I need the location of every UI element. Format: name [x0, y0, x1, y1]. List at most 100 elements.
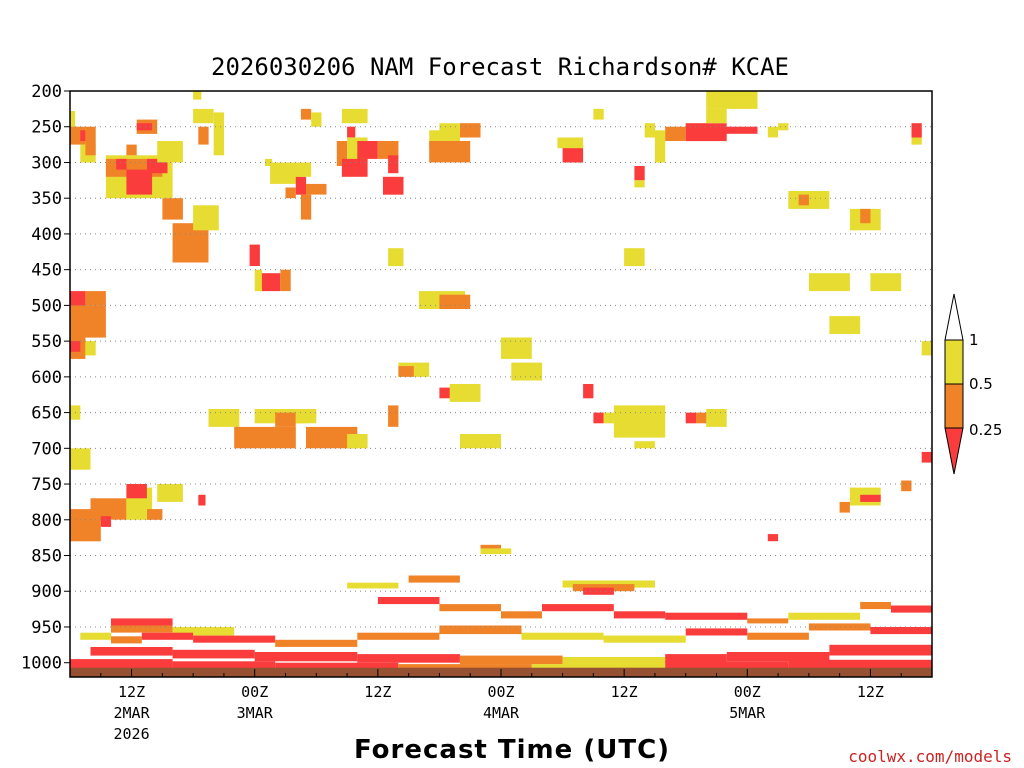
heatmap-cell: [860, 602, 891, 610]
heatmap-cell: [593, 108, 604, 120]
heatmap-cell: [798, 194, 809, 206]
heatmap-cell: [100, 516, 112, 527]
heatmap-cell: [542, 604, 614, 612]
heatmap-cell: [295, 176, 307, 195]
heatmap-cell: [613, 405, 666, 438]
heatmap-cell: [460, 655, 563, 665]
x-tick-label: 12Z: [118, 683, 145, 701]
heatmap-cell: [111, 636, 142, 644]
heatmap-cell: [377, 141, 399, 159]
heatmap-cell: [921, 451, 932, 463]
heatmap-cell: [157, 141, 183, 163]
heatmap-cell: [593, 412, 604, 424]
heatmap-cell: [839, 501, 850, 513]
heatmap-cell: [439, 387, 460, 399]
heatmap-cell: [644, 123, 655, 138]
y-tick-label: 400: [31, 225, 62, 245]
x-tick-label: 12Z: [857, 683, 884, 701]
heatmap-cell: [70, 659, 173, 669]
heatmap-cell: [85, 291, 106, 306]
heatmap-cell: [665, 126, 686, 141]
heatmap-cell: [870, 627, 932, 635]
heatmap-cell: [357, 632, 440, 640]
heatmap-cell: [388, 248, 404, 267]
heatmap-cell: [860, 494, 881, 502]
heatmap-cell: [726, 652, 830, 662]
heatmap-cell: [665, 612, 748, 620]
heatmap-cell: [562, 144, 584, 163]
heatmap-cell: [193, 91, 202, 100]
y-tick-label: 500: [31, 296, 62, 316]
heatmap-cell: [808, 273, 850, 292]
colorbar-yellow: [944, 339, 964, 385]
y-axis-ticks: 200 250 300 350 400 450 500 550 600 650 700 750 800 8…: [21, 82, 70, 674]
heatmap-cell: [706, 91, 758, 109]
heatmap-cell: [193, 205, 219, 231]
heatmap-cell: [300, 194, 312, 220]
heatmap-cell: [562, 657, 666, 666]
y-tick-label: 950: [31, 618, 62, 638]
heatmap-cell: [829, 644, 932, 656]
heatmap-cell: [70, 341, 81, 352]
heatmap-cell: [634, 441, 655, 449]
heatmap-cell: [90, 498, 127, 520]
heatmap-cell: [300, 108, 312, 120]
heatmap-cell: [341, 108, 368, 124]
heatmap-cell: [449, 384, 481, 402]
heatmap-cell: [162, 198, 183, 220]
heatmap-cell: [747, 618, 789, 624]
heatmap-cell: [583, 587, 614, 595]
heatmap-cell: [891, 605, 932, 613]
x-tick-date: 4MAR: [483, 704, 520, 722]
heatmap-cell: [531, 664, 666, 670]
heatmap-cell: [259, 273, 281, 292]
heatmap-cell: [716, 126, 758, 134]
heatmap-cell: [126, 169, 153, 195]
heatmap-cell: [347, 434, 368, 449]
heatmap-cell: [562, 580, 655, 588]
heatmap-cell: [280, 269, 291, 292]
heatmap-cell: [460, 123, 481, 138]
heatmap-cell: [398, 664, 532, 670]
heatmap-cell: [408, 575, 460, 583]
heatmap-cell: [285, 187, 296, 199]
x-tick-label: 00Z: [734, 683, 761, 701]
heatmap-cell: [147, 509, 163, 520]
heatmap-cell: [747, 632, 809, 640]
heatmap-cell: [911, 137, 922, 145]
heatmap-cell: [70, 448, 91, 470]
heatmap-cell: [654, 130, 666, 163]
heatmap-cell: [870, 273, 902, 292]
heatmap-cell: [111, 618, 173, 626]
heatmap-cell: [275, 412, 296, 427]
heatmap-cell: [208, 409, 240, 427]
heatmap-cell: [341, 158, 368, 177]
heatmap-cell: [439, 604, 501, 612]
heatmap-cells: [70, 91, 932, 670]
heatmap-cell: [172, 661, 276, 670]
heatmap-cell: [198, 126, 209, 145]
heatmap-cell: [85, 341, 96, 356]
y-tick-label: 900: [31, 582, 62, 602]
heatmap-cell: [295, 409, 317, 424]
heatmap-cell: [80, 632, 112, 640]
heatmap-cell: [603, 635, 686, 643]
heatmap-cell: [572, 584, 635, 592]
heatmap-cell: [254, 269, 262, 292]
heatmap-cell: [275, 639, 358, 647]
heatmap-cell: [860, 208, 871, 224]
heatmap-cell: [198, 494, 206, 506]
x-tick-date: 5MAR: [729, 704, 766, 722]
y-tick-label: 800: [31, 511, 62, 531]
heatmap-cell: [157, 484, 183, 502]
heatmap-cell: [306, 183, 327, 195]
y-tick-label: 700: [31, 439, 62, 459]
heatmap-cell: [116, 158, 127, 170]
plot-background: [70, 91, 932, 677]
heatmap-cell: [90, 647, 173, 656]
y-tick-label: 200: [31, 82, 62, 102]
heatmap-cell: [583, 384, 594, 399]
heatmap-cell: [172, 627, 235, 636]
heatmap-cell: [388, 155, 399, 174]
